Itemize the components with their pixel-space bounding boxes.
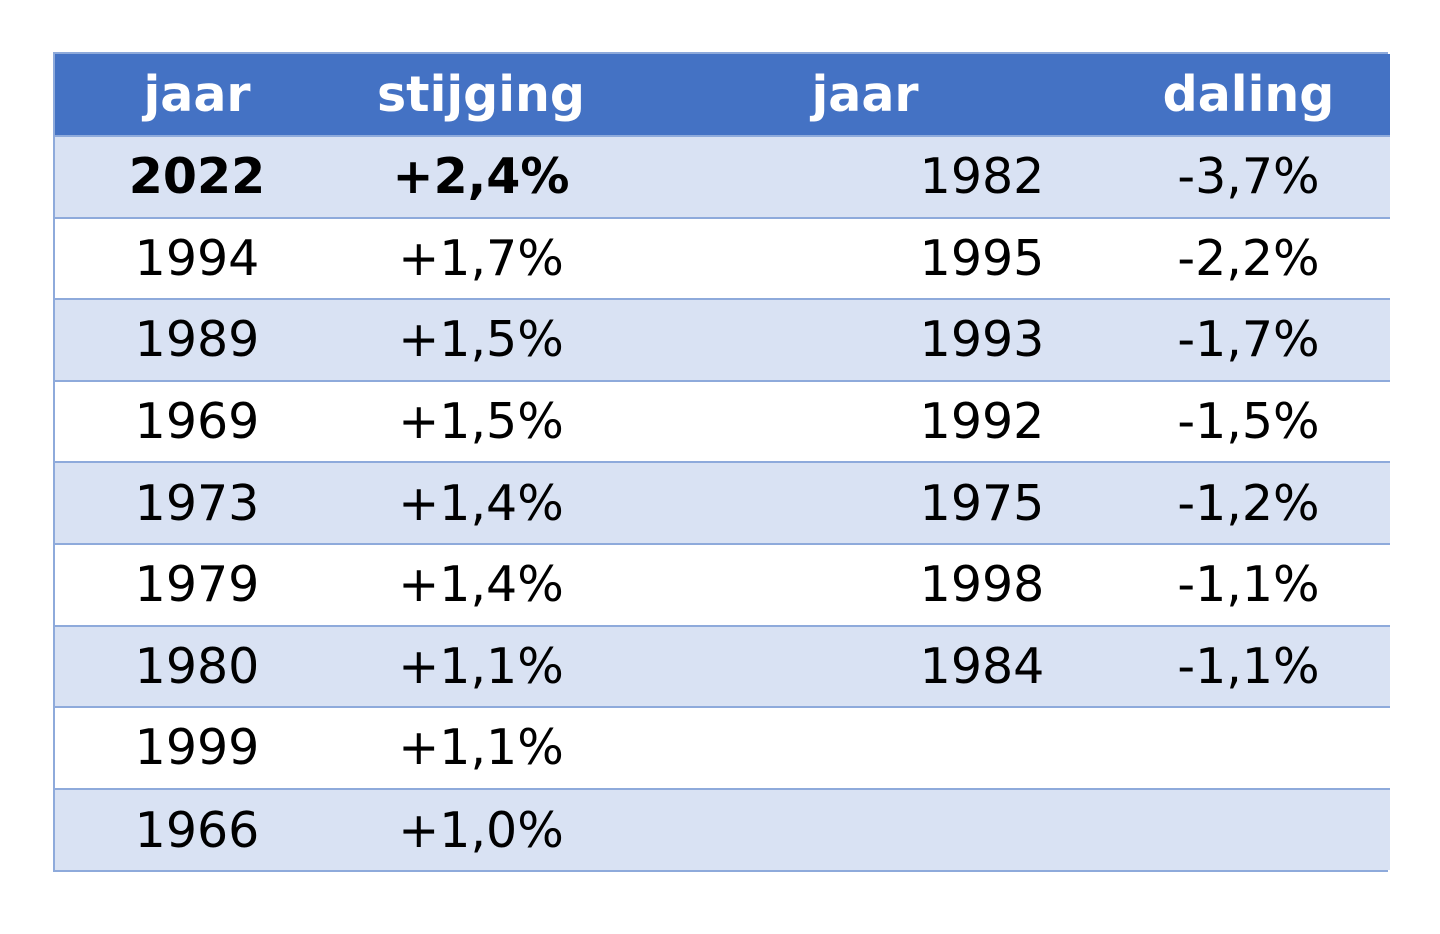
table-row: 1966 +1,0%	[55, 787, 1390, 871]
rise-value-cell: +1,5%	[339, 379, 623, 463]
rise-value-cell: +1,1%	[339, 624, 623, 708]
header-fall-year: jaar	[811, 66, 919, 123]
header-rise-value: stijging	[376, 66, 585, 123]
rise-year-cell: 1966	[55, 787, 339, 871]
rise-value-cell: +1,4%	[339, 461, 623, 544]
header-row: jaar stijging jaar daling	[55, 54, 1390, 136]
rise-fall-table: jaar stijging jaar daling 2022 +2,4% 198…	[55, 54, 1390, 871]
table-row: 1980 +1,1% 1984 -1,1%	[55, 624, 1390, 708]
fall-year-cell	[623, 706, 1107, 789]
rise-year-cell: 1994	[55, 216, 339, 300]
rise-year-cell: 1980	[55, 624, 339, 708]
rise-value-cell: +1,5%	[339, 298, 623, 381]
rise-year-cell: 1973	[55, 461, 339, 544]
rise-value-cell: +1,4%	[339, 542, 623, 626]
rise-year-cell: 1979	[55, 542, 339, 626]
fall-year-cell: 1993	[623, 298, 1107, 381]
table-row: 2022 +2,4% 1982 -3,7%	[55, 135, 1390, 218]
fall-value-cell: -1,7%	[1107, 298, 1390, 381]
fall-year-cell: 1998	[623, 542, 1107, 626]
rise-value-cell: +1,1%	[339, 706, 623, 789]
fall-value-cell: -1,1%	[1107, 624, 1390, 708]
header-fall-value: daling	[1162, 66, 1335, 123]
fall-year-text: 1982	[919, 148, 1045, 206]
table-row: 1994 +1,7% 1995 -2,2%	[55, 216, 1390, 300]
fall-year-text: 1995	[919, 229, 1045, 287]
fall-year-cell	[623, 787, 1107, 871]
fall-year-cell: 1995	[623, 216, 1107, 300]
table-row: 1989 +1,5% 1993 -1,7%	[55, 298, 1390, 381]
fall-year-text: 1993	[919, 311, 1045, 369]
table-header: jaar stijging jaar daling	[55, 54, 1390, 136]
fall-year-cell: 1975	[623, 461, 1107, 544]
table-row: 1969 +1,5% 1992 -1,5%	[55, 379, 1390, 463]
rise-year-cell: 1969	[55, 379, 339, 463]
header-rise-year: jaar	[143, 66, 251, 123]
fall-year-text: 1998	[919, 556, 1045, 614]
rise-value-cell: +1,0%	[339, 787, 623, 871]
fall-year-text: 1975	[919, 474, 1045, 532]
rise-year-cell: 1989	[55, 298, 339, 381]
fall-year-cell: 1984	[623, 624, 1107, 708]
fall-year-cell: 1982	[623, 135, 1107, 218]
rise-value-cell: +2,4%	[339, 135, 623, 218]
table-row: 1999 +1,1%	[55, 706, 1390, 789]
fall-year-text: 1984	[919, 637, 1045, 695]
fall-value-cell: -3,7%	[1107, 135, 1390, 218]
data-table-container: jaar stijging jaar daling 2022 +2,4% 198…	[53, 52, 1390, 873]
table-row: 1973 +1,4% 1975 -1,2%	[55, 461, 1390, 544]
fall-value-cell	[1107, 787, 1390, 871]
fall-value-cell: -2,2%	[1107, 216, 1390, 300]
fall-value-cell: -1,2%	[1107, 461, 1390, 544]
fall-year-cell: 1992	[623, 379, 1107, 463]
table-body: 2022 +2,4% 1982 -3,7% 1994 +1,7% 1995 -2…	[55, 135, 1390, 871]
fall-value-cell: -1,1%	[1107, 542, 1390, 626]
fall-year-text: 1992	[919, 393, 1045, 451]
rise-year-cell: 2022	[55, 135, 339, 218]
rise-year-cell: 1999	[55, 706, 339, 789]
rise-value-cell: +1,7%	[339, 216, 623, 300]
fall-value-cell	[1107, 706, 1390, 789]
table-row: 1979 +1,4% 1998 -1,1%	[55, 542, 1390, 626]
fall-value-cell: -1,5%	[1107, 379, 1390, 463]
